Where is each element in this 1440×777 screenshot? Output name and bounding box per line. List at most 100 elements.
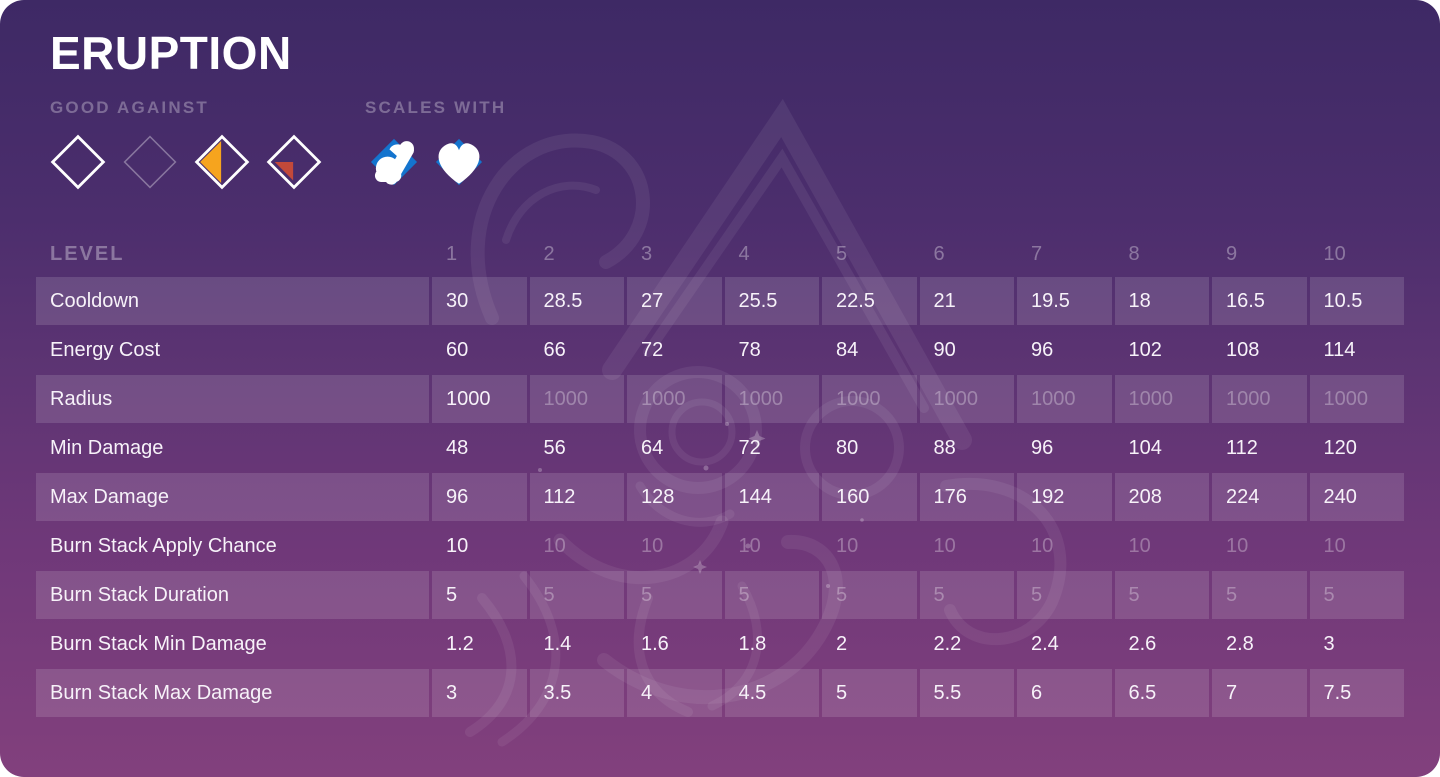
stat-cell: 2.6 [1128,632,1157,655]
stat-row-label: Burn Stack Max Damage [36,669,429,717]
stat-cell: 2.4 [1031,632,1059,655]
stat-cell: 2.8 [1226,632,1254,655]
stat-cell: 104 [1128,436,1162,459]
stats-table: LEVEL 1 2 3 4 5 6 7 8 9 10 Cooldown 30 28.5 27 25.5 22.5… [36,232,1404,717]
diamond-outline-icon [50,134,106,190]
stat-cell: 240 [1309,473,1404,521]
stat-cell: 10 [1226,534,1249,557]
stat-cell: 10 [933,534,956,557]
stat-cell: 4 [627,669,722,717]
stat-cell: 3.5 [529,669,624,717]
stat-cell: 21 [919,277,1014,325]
stat-cell: 5 [432,571,527,619]
stat-cell: 176 [919,473,1014,521]
stat-row-label: Max Damage [36,473,429,521]
stat-cell: 160 [822,473,917,521]
level-header-5: 5 [836,242,848,265]
stat-cell: 27 [627,277,722,325]
stat-cell: 1000 [1017,375,1112,423]
level-header-6: 6 [933,242,945,265]
stat-cell: 64 [641,436,664,459]
level-header-7: 7 [1031,242,1043,265]
stat-row-label: Burn Stack Duration [36,571,429,619]
stat-cell: 6.5 [1114,669,1209,717]
skill-title: ERUPTION [50,27,292,79]
stat-cell: 56 [543,436,566,459]
stat-cell: 72 [641,338,664,361]
stat-cell: 10 [1323,534,1346,557]
stat-cell: 10 [1031,534,1054,557]
stat-cell: 1000 [627,375,722,423]
level-header-4: 4 [738,242,750,265]
stat-cell: 5.5 [919,669,1014,717]
stat-cell: 96 [1031,338,1054,361]
good-against-icons [50,134,365,190]
stat-cell: 1000 [1114,375,1209,423]
stat-cell: 1.4 [543,632,572,655]
skill-content: ERUPTION GOOD AGAINST [36,27,1440,717]
stat-cell: 1.2 [446,632,474,655]
stat-cell: 10 [836,534,859,557]
skill-meta: GOOD AGAINST [50,98,1440,190]
stat-cell: 18 [1114,277,1209,325]
stat-cell: 1.6 [641,632,669,655]
stat-cell: 22.5 [822,277,917,325]
stat-cell: 66 [543,338,566,361]
stat-cell: 90 [933,338,956,361]
level-header-9: 9 [1226,242,1238,265]
stat-cell: 80 [836,436,859,459]
stat-row-label: Radius [36,375,429,423]
stat-cell: 2.2 [933,632,962,655]
health-icon [435,138,483,186]
stat-cell: 114 [1323,338,1356,361]
scales-with-icons [365,134,506,190]
stat-cell: 112 [1226,436,1258,459]
stat-row-label: Burn Stack Apply Chance [50,534,277,557]
stat-cell: 3 [432,669,527,717]
level-header-10: 10 [1323,242,1346,265]
scales-with-section: SCALES WITH [365,98,506,190]
stat-cell: 5 [529,571,624,619]
stat-cell: 7.5 [1309,669,1404,717]
stat-cell: 10 [738,534,761,557]
stat-cell: 192 [1017,473,1112,521]
stat-cell: 112 [529,473,624,521]
diamond-half-fill-icon [194,134,250,190]
stat-cell: 128 [627,473,722,521]
stat-cell: 5 [1017,571,1112,619]
stat-cell: 5 [822,669,917,717]
good-against-label: GOOD AGAINST [50,98,209,117]
stat-cell: 30 [432,277,527,325]
stat-cell: 102 [1128,338,1162,361]
stat-cell: 4.5 [724,669,819,717]
stat-cell: 224 [1212,473,1307,521]
stat-cell: 1000 [919,375,1014,423]
good-against-section: GOOD AGAINST [50,98,365,190]
strength-icon [370,138,418,186]
level-header-1: 1 [446,242,458,265]
stat-cell: 60 [446,338,469,361]
level-header-2: 2 [543,242,555,265]
diamond-outline-faint-icon [123,135,177,189]
stat-cell: 19.5 [1017,277,1112,325]
stat-cell: 84 [836,338,859,361]
stat-cell: 78 [738,338,761,361]
stat-cell: 144 [724,473,819,521]
stat-cell: 1000 [1309,375,1404,423]
stat-cell: 72 [738,436,761,459]
stat-cell: 25.5 [724,277,819,325]
stat-cell: 5 [1309,571,1404,619]
stat-cell: 1000 [432,375,527,423]
stat-cell: 5 [1212,571,1307,619]
stat-cell: 108 [1226,338,1260,361]
diamond-quarter-fill-icon [266,134,322,190]
stat-cell: 1000 [724,375,819,423]
stat-cell: 3 [1323,632,1335,655]
stat-cell: 5 [627,571,722,619]
stat-cell: 96 [432,473,527,521]
stat-row-label: Cooldown [36,277,429,325]
stat-cell: 10 [1128,534,1151,557]
stat-cell: 10.5 [1309,277,1404,325]
stat-cell: 88 [933,436,956,459]
